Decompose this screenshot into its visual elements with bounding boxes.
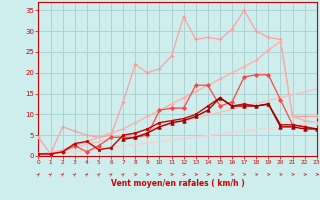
X-axis label: Vent moyen/en rafales ( km/h ): Vent moyen/en rafales ( km/h ) [111, 179, 244, 188]
